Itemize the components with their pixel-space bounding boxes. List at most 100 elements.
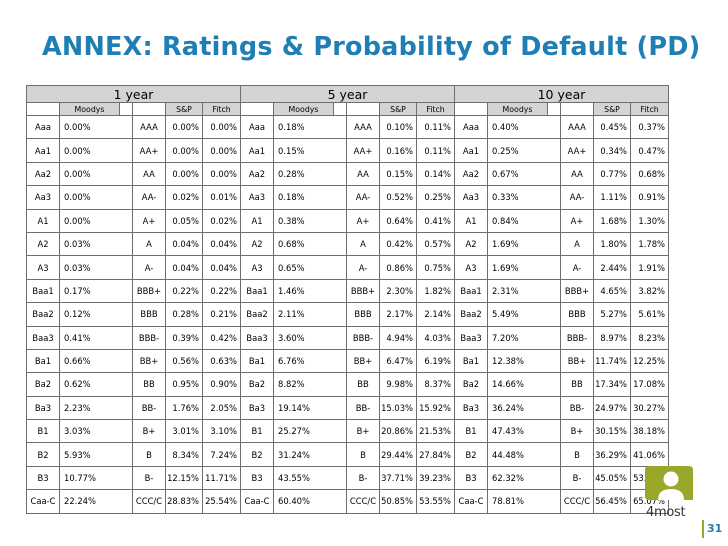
sp-pd: 1.80% [593,231,631,257]
fitch-pd: 0.11% [416,114,455,140]
fitch-pd: 1.30% [630,208,669,233]
moodys-rating: Ba3 [26,395,60,421]
fitch-header: Fitch [630,102,669,116]
sp-rating: AA+ [560,138,594,163]
sp-rating: BB+ [346,348,380,374]
moodys-rating: B2 [240,442,274,467]
moodys-rating: Ba1 [26,348,60,374]
moodys-rating: Caa-C [454,489,488,514]
moodys-pd: 0.03% [59,231,133,257]
moodys-pd: 47.43% [487,419,561,444]
fitch-pd: 2.05% [202,395,241,421]
moodys-pd: 0.33% [487,185,561,210]
moodys-pd: 60.40% [273,489,347,514]
moodys-rating: A2 [240,231,274,257]
table-row: Baa1 0.17% BBB+ 0.22% 0.22% Baa1 1.46% BBB+ 2.30… [26,278,669,304]
fitch-pd: 0.01% [202,185,241,210]
moodys-rating: Aa1 [454,138,488,163]
sp-pd: 0.34% [593,138,631,163]
sp-pd: 2.44% [593,255,631,280]
moodys-rating: B3 [454,465,488,491]
fitch-pd: 39.23% [416,465,455,491]
sp-rating: CCC/C [560,489,594,514]
table-row: Baa3 0.41% BBB- 0.39% 0.42% Baa3 3.60% BBB- 4.94… [26,325,669,350]
moodys-rating: Aa1 [26,138,60,163]
sp-rating: AA- [560,185,594,210]
moodys-rating: Aa1 [240,138,274,163]
fitch-pd: 4.03% [416,325,455,350]
moodys-pd: 0.65% [273,255,347,280]
fitch-pd: 1.91% [630,255,669,280]
moodys-pd: 0.18% [273,114,347,140]
fitch-pd: 0.00% [202,138,241,163]
sp-pd: 0.22% [165,278,203,304]
sp-rating: B- [560,465,594,491]
sp-rating: A- [560,255,594,280]
fitch-header: Fitch [202,102,241,116]
moodys-pd: 3.03% [59,419,133,444]
sp-pd: 0.10% [379,114,417,140]
moodys-rating: Aa3 [26,185,60,210]
moodys-rating: Aa2 [454,161,488,187]
sp-rating: AAA [132,114,166,140]
fitch-pd: 0.00% [202,114,241,140]
moodys-header: Moodys [59,102,120,116]
header-spacer [346,102,380,116]
sp-rating: BB- [560,395,594,421]
fitch-pd: 0.02% [202,208,241,233]
header-spacer [132,102,166,116]
horizon-header-row: 1 year 5 year 10 year [26,85,669,103]
sp-pd: 11.74% [593,348,631,374]
moodys-pd: 0.12% [59,302,133,327]
sp-pd: 0.04% [165,231,203,257]
moodys-pd: 44.48% [487,442,561,467]
moodys-header: Moodys [273,102,334,116]
moodys-pd: 1.69% [487,231,561,257]
agency-header-row: Moodys S&P Fitch Moodys S&P Fitch Moodys S&P Fit… [26,102,669,116]
sp-rating: B [560,442,594,467]
sp-pd: 17.34% [593,372,631,397]
moodys-rating: Caa-C [26,489,60,514]
fitch-pd: 17.08% [630,372,669,397]
moodys-rating: Ba3 [240,395,274,421]
sp-rating: AA- [132,185,166,210]
fitch-pd: 0.47% [630,138,669,163]
fitch-pd: 5.61% [630,302,669,327]
moodys-rating: Aa2 [240,161,274,187]
sp-pd: 0.28% [165,302,203,327]
moodys-rating: Aaa [454,114,488,140]
moodys-pd: 12.38% [487,348,561,374]
sp-pd: 0.00% [165,138,203,163]
moodys-pd: 0.25% [487,138,561,163]
fitch-pd: 3.82% [630,278,669,304]
sp-rating: BBB+ [346,278,380,304]
fitch-pd: 25.54% [202,489,241,514]
moodys-rating: Ba1 [240,348,274,374]
sp-rating: B- [346,465,380,491]
moodys-pd: 0.28% [273,161,347,187]
header-spacer [119,102,133,116]
fitch-pd: 0.57% [416,231,455,257]
moodys-pd: 10.77% [59,465,133,491]
moodys-pd: 1.69% [487,255,561,280]
header-spacer [240,102,274,116]
fitch-pd: 0.68% [630,161,669,187]
table-row: B3 10.77% B- 12.15% 11.71% B3 43.55% B- 37.71% 39… [26,465,669,491]
sp-pd: 1.76% [165,395,203,421]
fitch-pd: 0.90% [202,372,241,397]
moodys-rating: Aaa [240,114,274,140]
fitch-pd: 7.24% [202,442,241,467]
table-row: Ba1 0.66% BB+ 0.56% 0.63% Ba1 6.76% BB+ 6.47% 6.1… [26,348,669,374]
sp-pd: 30.15% [593,419,631,444]
sp-pd: 20.86% [379,419,417,444]
sp-pd: 0.02% [165,185,203,210]
fitch-pd: 1.82% [416,278,455,304]
page-number-divider [702,520,704,538]
moodys-rating: Baa1 [240,278,274,304]
sp-rating: A+ [132,208,166,233]
sp-pd: 0.52% [379,185,417,210]
moodys-pd: 0.68% [273,231,347,257]
sp-pd: 0.00% [165,114,203,140]
moodys-rating: Baa3 [26,325,60,350]
fitch-pd: 0.04% [202,231,241,257]
